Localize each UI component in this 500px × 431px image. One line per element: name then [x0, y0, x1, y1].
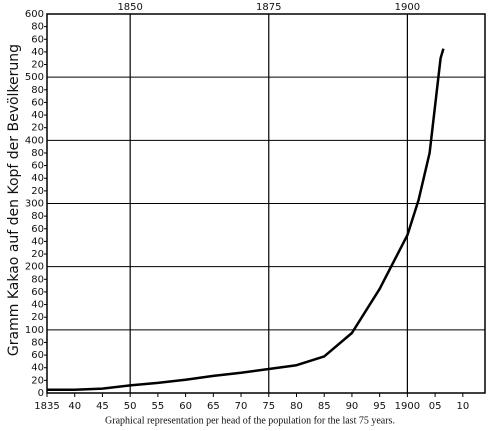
y-tick-label: 20	[31, 123, 44, 134]
y-tick-label: 20	[31, 249, 44, 260]
x-tick-label: 45	[96, 401, 109, 412]
y-tick-label: 80	[31, 274, 44, 285]
x-top-tick-label: 1875	[256, 2, 281, 13]
y-tick-label: 80	[31, 22, 44, 33]
y-tick-label: 20	[31, 186, 44, 197]
y-tick-label: 40	[31, 173, 44, 184]
x-tick-label: 05	[429, 401, 442, 412]
y-tick-label: 20	[31, 312, 44, 323]
y-tick-label: 80	[31, 211, 44, 222]
y-tick-label: 400	[25, 135, 44, 146]
x-tick-label: 55	[152, 401, 165, 412]
x-tick-label: 1835	[34, 401, 59, 412]
y-tick-label: 60	[31, 34, 44, 45]
y-tick-label: 80	[31, 85, 44, 96]
y-tick-label: 80	[31, 148, 44, 159]
y-tick-label: 600	[25, 9, 44, 20]
y-tick-label: 500	[25, 72, 44, 83]
x-top-tick-label: 1850	[117, 2, 142, 13]
y-axis-label: Gramm Kakao auf den Kopf der Bevölkerung	[6, 44, 22, 356]
x-tick-label: 95	[373, 401, 386, 412]
y-tick-label: 60	[31, 287, 44, 298]
x-tick-label: 90	[346, 401, 359, 412]
y-tick-label: 40	[31, 47, 44, 58]
y-tick-label: 200	[25, 262, 44, 273]
x-tick-label: 85	[318, 401, 331, 412]
y-tick-label: 20	[31, 60, 44, 71]
y-tick-label: 80	[31, 337, 44, 348]
x-tick-label: 75	[262, 401, 275, 412]
y-tick-label: 40	[31, 363, 44, 374]
x-tick-label: 80	[290, 401, 303, 412]
x-tick-label: 65	[207, 401, 220, 412]
x-top-tick-label: 1900	[395, 2, 420, 13]
x-tick-label: 40	[68, 401, 81, 412]
y-tick-label: 40	[31, 110, 44, 121]
x-tick-label: 1900	[395, 401, 420, 412]
y-tick-label: 40	[31, 300, 44, 311]
y-tick-label: 20	[31, 375, 44, 386]
y-tick-label: 60	[31, 224, 44, 235]
x-tick-label: 50	[124, 401, 137, 412]
y-tick-label: 300	[25, 199, 44, 210]
x-tick-label: 70	[235, 401, 248, 412]
caption: Graphical representation per head of the…	[105, 415, 395, 426]
x-tick-label: 10	[456, 401, 469, 412]
y-tick-label: 60	[31, 161, 44, 172]
x-tick-label: 60	[179, 401, 192, 412]
y-tick-label: 100	[25, 325, 44, 336]
y-tick-label: 60	[31, 350, 44, 361]
y-tick-label: 60	[31, 97, 44, 108]
y-tick-label: 40	[31, 236, 44, 247]
data-line	[47, 48, 445, 392]
y-tick-label: 0	[38, 388, 44, 399]
